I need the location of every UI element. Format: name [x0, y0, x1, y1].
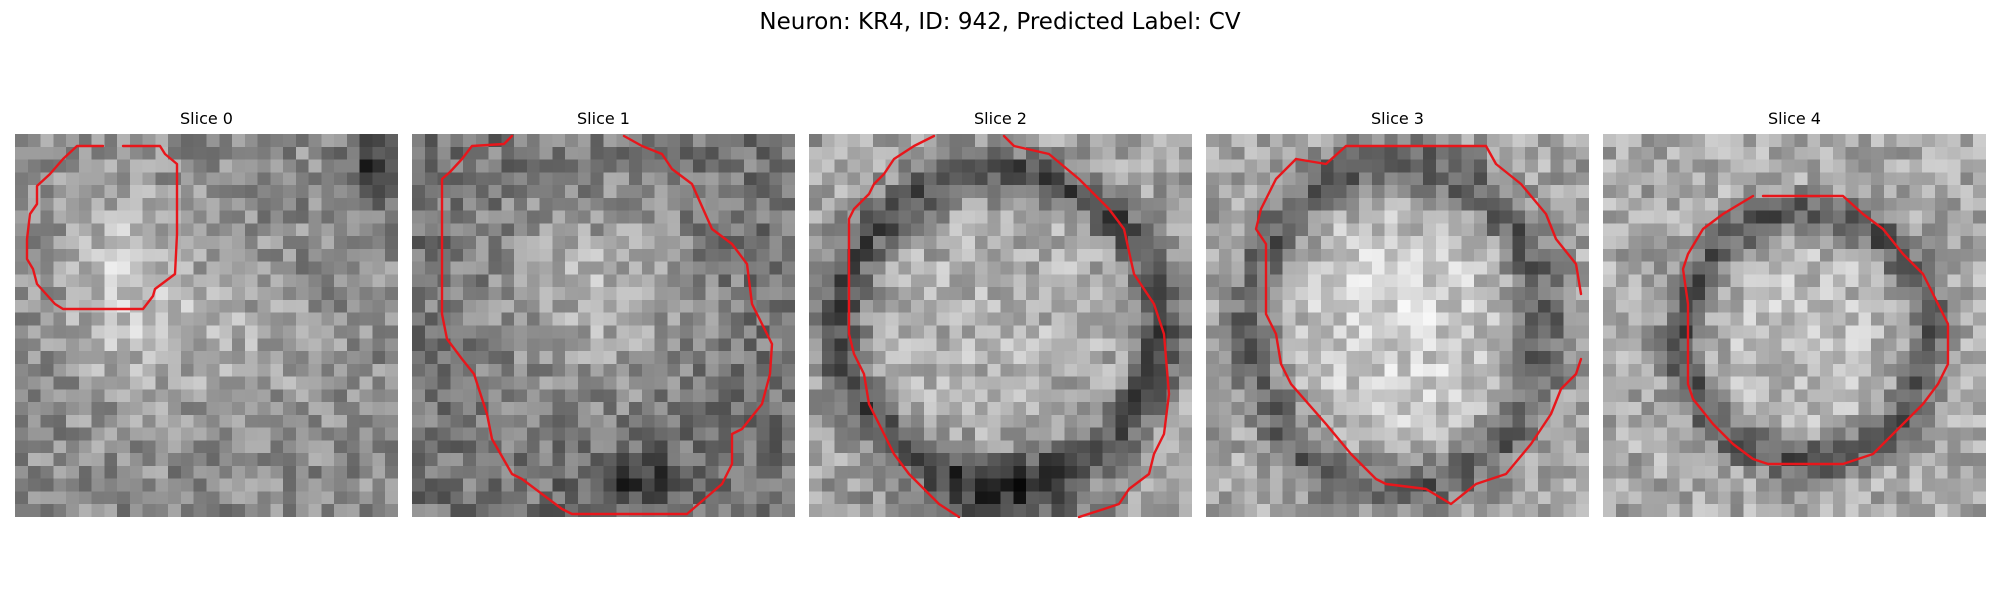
slice-2-image	[809, 134, 1192, 517]
slice-0-image	[15, 134, 398, 517]
panel-title-slice-3: Slice 3	[1371, 109, 1424, 128]
panel-title-slice-0: Slice 0	[180, 109, 233, 128]
slice-4-image	[1603, 134, 1986, 517]
slice-1-contour	[440, 134, 774, 516]
slice-3-image	[1206, 134, 1589, 517]
slice-2-contour	[847, 134, 1171, 519]
panel-title-slice-4: Slice 4	[1768, 109, 1821, 128]
slice-4-contour	[1681, 194, 1950, 466]
panel-title-slice-2: Slice 2	[974, 109, 1027, 128]
slice-0-contour	[25, 144, 179, 311]
figure-title: Neuron: KR4, ID: 942, Predicted Label: C…	[759, 9, 1241, 35]
slice-3-contour	[1254, 144, 1583, 506]
panel-title-slice-1: Slice 1	[577, 109, 630, 128]
